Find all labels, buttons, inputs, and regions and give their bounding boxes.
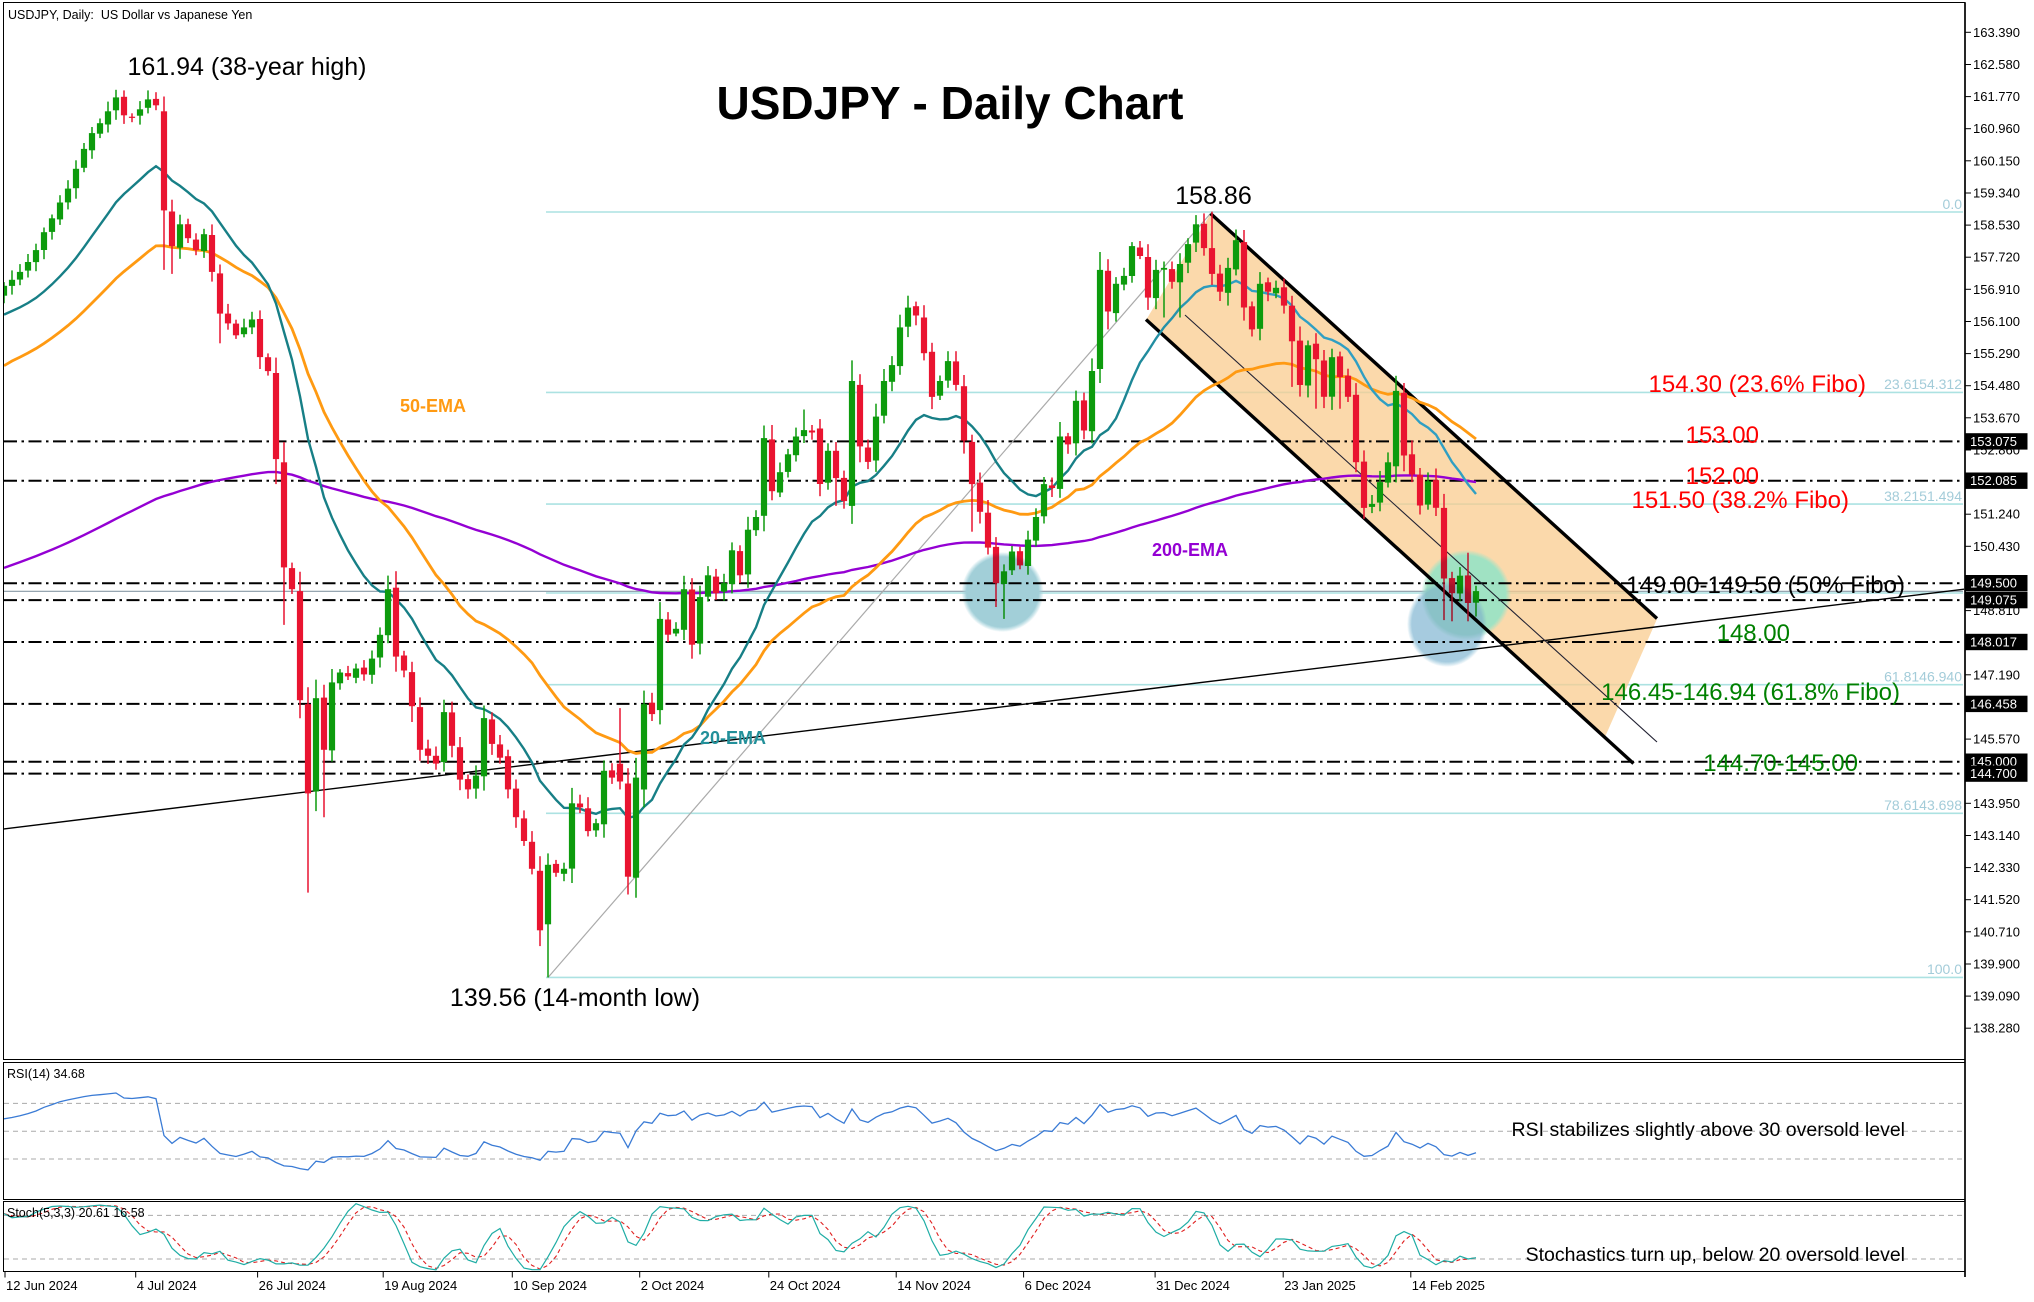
svg-text:Stochastics turn up, below 20: Stochastics turn up, below 20 oversold l…	[1526, 1244, 1905, 1266]
svg-text:148.017: 148.017	[1970, 635, 2017, 650]
svg-text:147.190: 147.190	[1973, 667, 2020, 682]
svg-text:158.86: 158.86	[1175, 182, 1251, 210]
svg-text:38.2151.494: 38.2151.494	[1884, 488, 1962, 504]
svg-text:138.280: 138.280	[1973, 1021, 2020, 1036]
svg-text:146.458: 146.458	[1970, 696, 2017, 711]
svg-text:143.140: 143.140	[1973, 828, 2020, 843]
svg-text:100.0: 100.0	[1927, 961, 1962, 977]
svg-text:152.085: 152.085	[1970, 473, 2017, 488]
svg-text:148.00: 148.00	[1717, 620, 1790, 647]
svg-text:162.580: 162.580	[1973, 57, 2020, 72]
svg-text:200-EMA: 200-EMA	[1152, 540, 1228, 560]
svg-text:145.570: 145.570	[1973, 732, 2020, 747]
svg-text:156.100: 156.100	[1973, 314, 2020, 329]
svg-text:149.075: 149.075	[1970, 593, 2017, 608]
svg-text:140.710: 140.710	[1973, 924, 2020, 939]
svg-text:23.6154.312: 23.6154.312	[1884, 376, 1962, 392]
svg-text:61.8146.940: 61.8146.940	[1884, 669, 1962, 685]
svg-text:6 Dec 2024: 6 Dec 2024	[1025, 1278, 1092, 1293]
svg-text:20-EMA: 20-EMA	[700, 728, 766, 748]
svg-text:4 Jul 2024: 4 Jul 2024	[137, 1278, 197, 1293]
svg-text:160.960: 160.960	[1973, 121, 2020, 136]
svg-text:RSI(14) 34.68: RSI(14) 34.68	[7, 1067, 85, 1081]
svg-text:141.520: 141.520	[1973, 892, 2020, 907]
svg-text:144.70-145.00: 144.70-145.00	[1703, 750, 1858, 777]
svg-text:161.770: 161.770	[1973, 89, 2020, 104]
svg-text:158.530: 158.530	[1973, 218, 2020, 233]
svg-text:142.330: 142.330	[1973, 860, 2020, 875]
svg-text:31 Dec 2024: 31 Dec 2024	[1156, 1278, 1230, 1293]
svg-text:161.94 (38-year high): 161.94 (38-year high)	[127, 53, 366, 81]
svg-text:150.430: 150.430	[1973, 539, 2020, 554]
svg-text:23 Jan 2025: 23 Jan 2025	[1284, 1278, 1356, 1293]
svg-text:154.30 (23.6% Fibo): 154.30 (23.6% Fibo)	[1649, 371, 1866, 398]
svg-text:78.6143.698: 78.6143.698	[1884, 797, 1962, 813]
svg-text:2 Oct 2024: 2 Oct 2024	[641, 1278, 705, 1293]
svg-text:149.00-149.50 (50% Fibo): 149.00-149.50 (50% Fibo)	[1626, 572, 1905, 599]
svg-text:RSI stabilizes slightly above: RSI stabilizes slightly above 30 oversol…	[1512, 1119, 1905, 1141]
svg-text:50-EMA: 50-EMA	[400, 396, 466, 416]
svg-text:157.720: 157.720	[1973, 250, 2020, 265]
svg-text:146.45-146.94 (61.8% Fibo): 146.45-146.94 (61.8% Fibo)	[1601, 679, 1900, 706]
svg-text:139.090: 139.090	[1973, 989, 2020, 1004]
svg-text:152.00: 152.00	[1686, 463, 1759, 490]
svg-text:144.700: 144.700	[1970, 766, 2017, 781]
svg-text:156.910: 156.910	[1973, 282, 2020, 297]
svg-text:143.950: 143.950	[1973, 796, 2020, 811]
svg-text:12 Jun 2024: 12 Jun 2024	[6, 1278, 78, 1293]
svg-text:149.500: 149.500	[1970, 576, 2017, 591]
svg-text:160.150: 160.150	[1973, 153, 2020, 168]
svg-text:14 Nov 2024: 14 Nov 2024	[897, 1278, 971, 1293]
svg-text:153.075: 153.075	[1970, 434, 2017, 449]
svg-text:139.56 (14-month low): 139.56 (14-month low)	[450, 984, 700, 1012]
svg-text:151.240: 151.240	[1973, 507, 2020, 522]
svg-text:159.340: 159.340	[1973, 186, 2020, 201]
svg-text:155.290: 155.290	[1973, 346, 2020, 361]
svg-text:153.00: 153.00	[1686, 422, 1759, 449]
svg-text:151.50 (38.2% Fibo): 151.50 (38.2% Fibo)	[1632, 487, 1849, 514]
svg-text:14 Feb 2025: 14 Feb 2025	[1412, 1278, 1485, 1293]
svg-text:153.670: 153.670	[1973, 410, 2020, 425]
svg-text:Stoch(5,3,3) 20.61 16.58: Stoch(5,3,3) 20.61 16.58	[7, 1206, 145, 1220]
svg-text:26 Jul 2024: 26 Jul 2024	[259, 1278, 326, 1293]
svg-text:24 Oct 2024: 24 Oct 2024	[770, 1278, 841, 1293]
svg-text:0.0: 0.0	[1943, 196, 1963, 212]
svg-text:USDJPY, Daily: US Dollar vs J: USDJPY, Daily: US Dollar vs Japanese Yen	[8, 8, 252, 22]
svg-text:139.900: 139.900	[1973, 957, 2020, 972]
svg-text:10 Sep 2024: 10 Sep 2024	[513, 1278, 587, 1293]
svg-text:154.480: 154.480	[1973, 378, 2020, 393]
svg-text:19 Aug 2024: 19 Aug 2024	[384, 1278, 457, 1293]
svg-text:163.390: 163.390	[1973, 25, 2020, 40]
svg-text:USDJPY - Daily Chart: USDJPY - Daily Chart	[717, 77, 1184, 129]
